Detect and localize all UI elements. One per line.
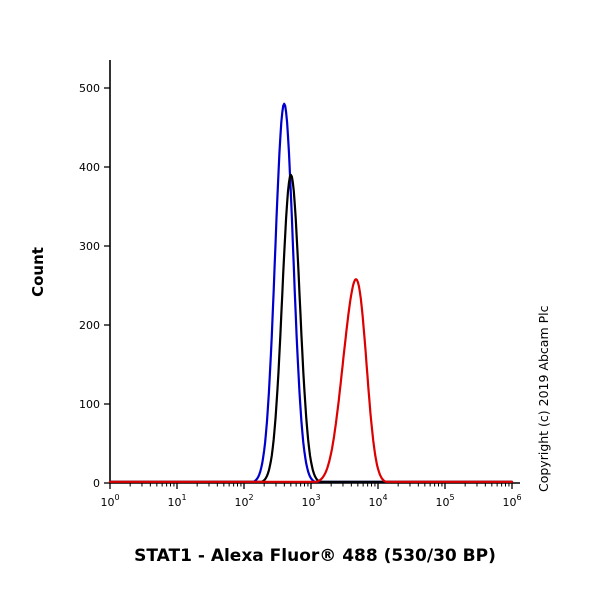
x-tick-label: 105 [435,493,454,509]
blue-curve [108,102,514,483]
y-tick-label: 400 [79,161,100,174]
y-tick-label: 0 [93,477,100,490]
black-curve [108,173,514,483]
x-tick-label: 106 [502,493,521,509]
y-tick-label: 100 [79,398,100,411]
red-curve [108,278,514,483]
x-tick-label: 102 [234,493,253,509]
x-tick-label: 104 [368,493,387,509]
y-tick-label: 200 [79,319,100,332]
copyright-text: Copyright (c) 2019 Abcam Plc [536,305,551,493]
chart-title: STAT1 - Alexa Fluor® 488 (530/30 BP) [134,546,496,566]
y-tick-label: 500 [79,82,100,95]
y-axis-label: Count [29,247,47,297]
x-tick-label: 100 [100,493,119,509]
x-tick-label: 101 [167,493,186,509]
y-tick-label: 300 [79,240,100,253]
x-tick-label: 103 [301,493,320,509]
